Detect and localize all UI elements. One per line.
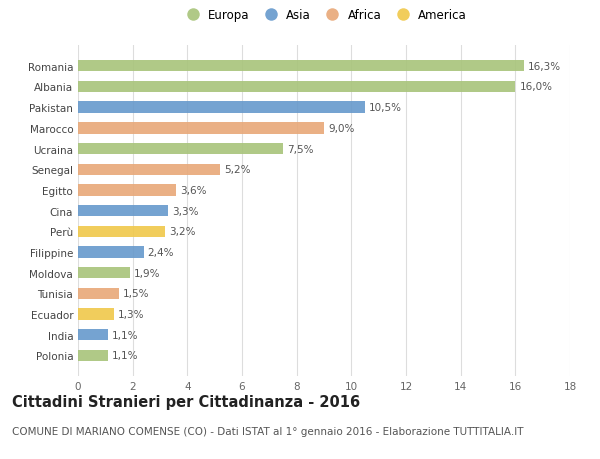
Text: 1,5%: 1,5% bbox=[123, 289, 149, 299]
Bar bbox=[78, 309, 113, 320]
Bar bbox=[78, 350, 108, 361]
Text: 3,6%: 3,6% bbox=[181, 185, 207, 196]
Text: 10,5%: 10,5% bbox=[369, 103, 402, 113]
Bar bbox=[78, 123, 324, 134]
Text: 16,0%: 16,0% bbox=[520, 82, 553, 92]
Bar bbox=[78, 61, 524, 72]
Bar bbox=[78, 102, 365, 113]
Bar bbox=[78, 164, 220, 175]
Bar bbox=[78, 144, 283, 155]
Text: 1,1%: 1,1% bbox=[112, 351, 139, 361]
Bar bbox=[78, 247, 143, 258]
Text: 1,1%: 1,1% bbox=[112, 330, 139, 340]
Text: 2,4%: 2,4% bbox=[148, 247, 174, 257]
Bar bbox=[78, 185, 176, 196]
Text: 1,9%: 1,9% bbox=[134, 268, 161, 278]
Text: 16,3%: 16,3% bbox=[527, 62, 561, 72]
Legend: Europa, Asia, Africa, America: Europa, Asia, Africa, America bbox=[181, 9, 467, 22]
Text: 5,2%: 5,2% bbox=[224, 165, 251, 175]
Text: Cittadini Stranieri per Cittadinanza - 2016: Cittadini Stranieri per Cittadinanza - 2… bbox=[12, 394, 360, 409]
Text: 9,0%: 9,0% bbox=[328, 123, 355, 134]
Text: COMUNE DI MARIANO COMENSE (CO) - Dati ISTAT al 1° gennaio 2016 - Elaborazione TU: COMUNE DI MARIANO COMENSE (CO) - Dati IS… bbox=[12, 426, 523, 436]
Text: 1,3%: 1,3% bbox=[118, 309, 144, 319]
Bar bbox=[78, 330, 108, 341]
Bar bbox=[78, 82, 515, 93]
Text: 3,2%: 3,2% bbox=[170, 227, 196, 237]
Text: 7,5%: 7,5% bbox=[287, 144, 314, 154]
Text: 3,3%: 3,3% bbox=[172, 206, 199, 216]
Bar bbox=[78, 226, 166, 237]
Bar bbox=[78, 206, 168, 217]
Bar bbox=[78, 288, 119, 299]
Bar bbox=[78, 268, 130, 279]
